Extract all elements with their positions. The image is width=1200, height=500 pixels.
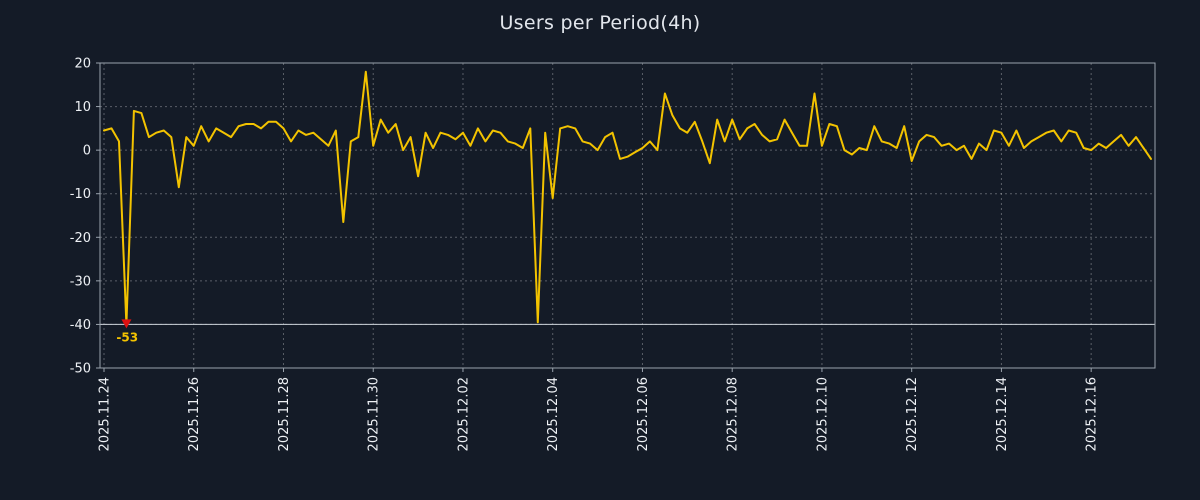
y-tick-label: 10 [74,100,91,115]
x-tick-label: 2025.11.26 [187,377,202,451]
x-tick-label: 2025.12.06 [636,377,651,451]
y-tick-label: -40 [70,318,91,333]
plot-frame [99,62,1156,369]
chart-title: Users per Period(4h) [499,12,701,34]
x-tick-label: 2025.12.04 [546,377,561,451]
x-tick-label: 2025.12.02 [456,377,471,451]
x-tick-label: 2025.11.28 [277,377,292,451]
y-tick-label: -50 [70,362,91,377]
data-line [103,70,1152,326]
x-tick-label: 2025.12.14 [995,377,1010,451]
x-tick-label: 2025.12.10 [815,377,830,451]
x-tick-label: 2025.11.24 [98,377,113,451]
x-tick-label: 2025.12.08 [726,377,741,451]
x-tick-label: 2025.12.12 [905,377,920,451]
x-tick-label: 2025.12.16 [1085,377,1100,451]
x-tick-label: 2025.11.30 [367,377,382,451]
min-marker-icon [121,319,132,329]
min-value-label: -53 [116,330,138,344]
y-tick-label: -30 [70,274,91,289]
y-tick-label: 0 [83,144,91,159]
y-tick-label: 20 [74,57,91,72]
y-tick-label: -10 [70,187,91,202]
y-tick-label: -20 [70,231,91,246]
